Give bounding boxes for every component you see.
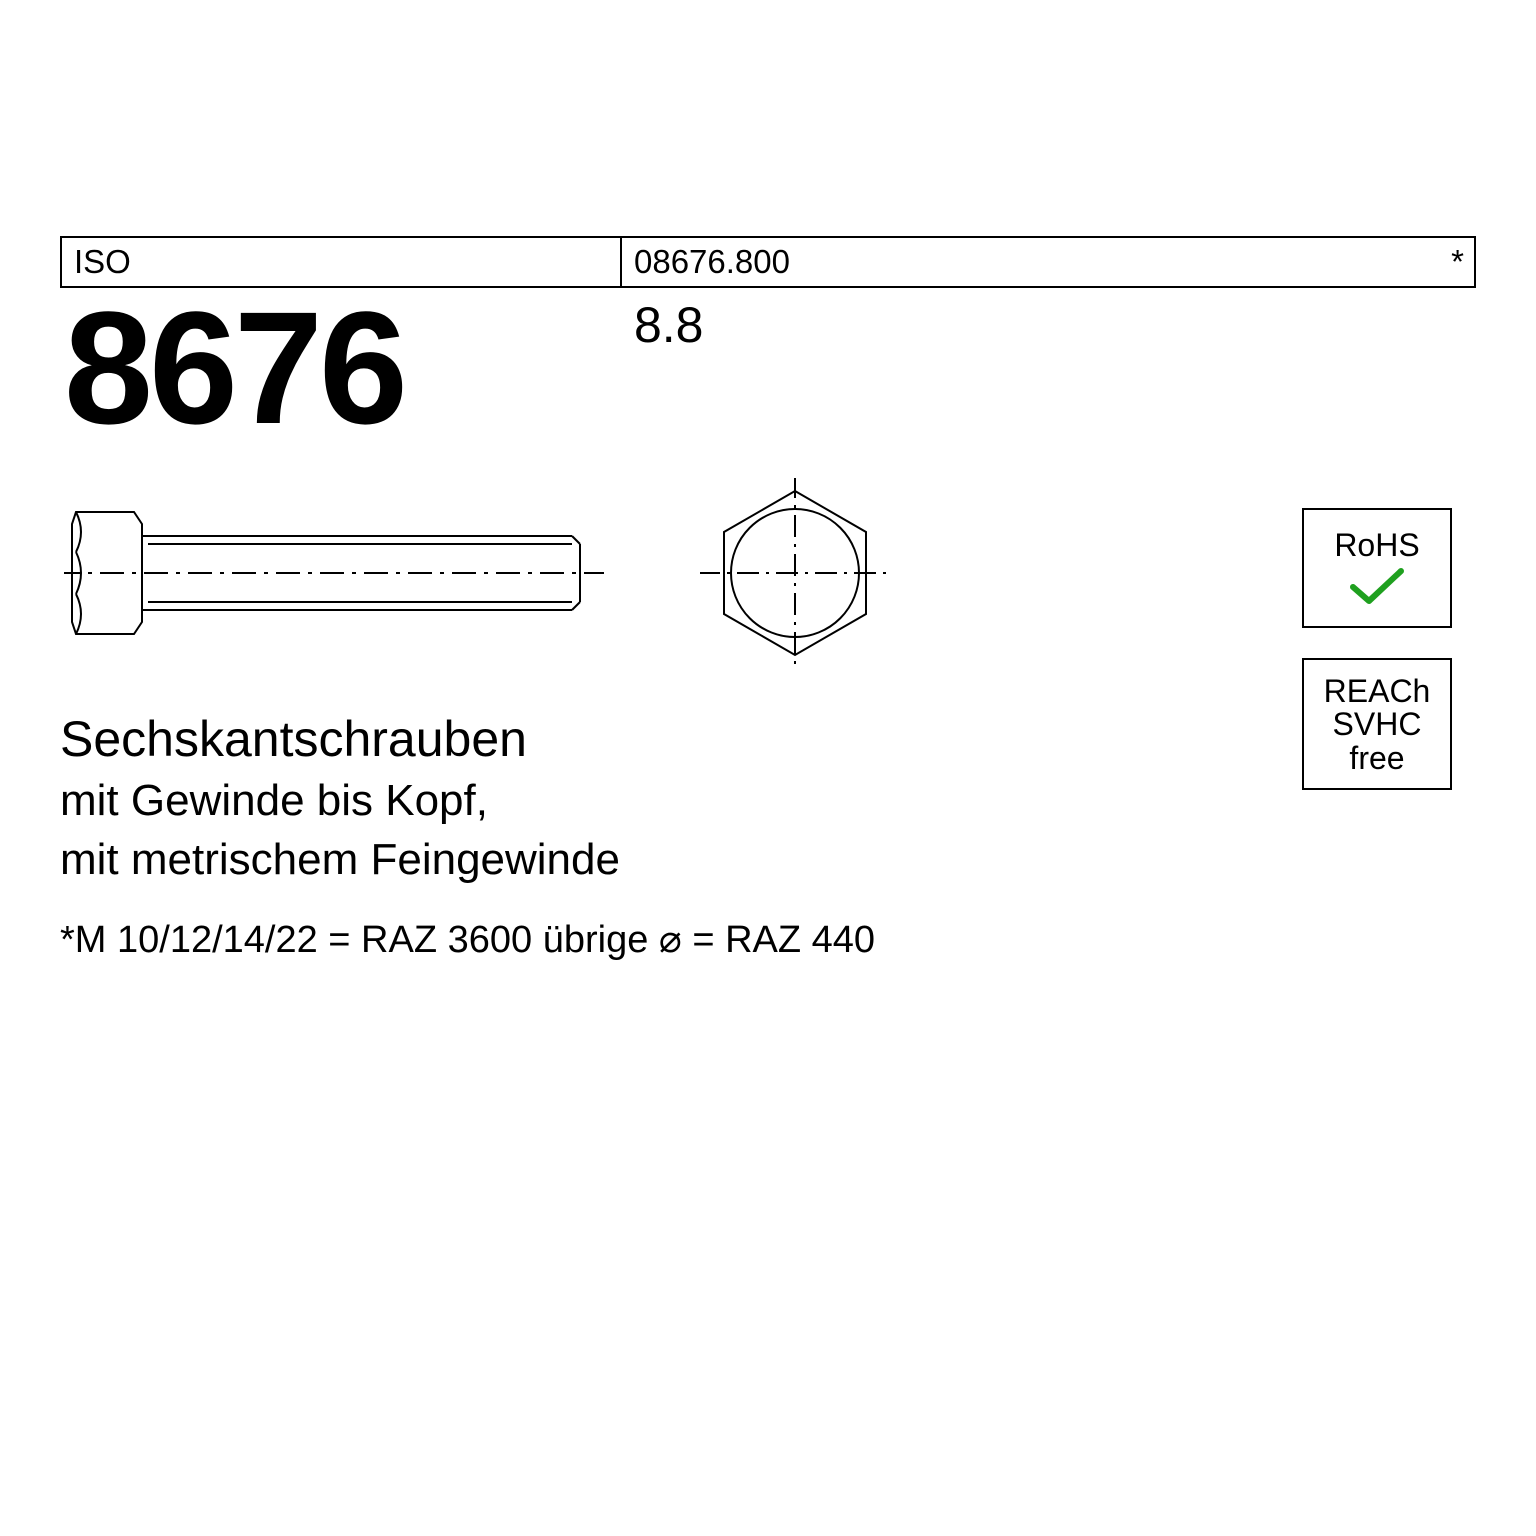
strength-grade: 8.8 <box>634 296 704 354</box>
hex-front-view-icon <box>700 478 890 668</box>
bolt-side-view-icon <box>64 498 624 648</box>
title-row: 8676 8.8 <box>60 282 1476 448</box>
reach-line-2: SVHC <box>1333 708 1422 742</box>
reach-badge: REACh SVHC free <box>1302 658 1452 790</box>
description-line-2: mit Gewinde bis Kopf, <box>60 771 1476 830</box>
description-line-1: Sechskantschrauben <box>60 708 1476 771</box>
header-standard-text: ISO <box>74 243 131 281</box>
header-asterisk: * <box>1434 243 1474 281</box>
checkmark-icon <box>1347 565 1407 609</box>
reach-line-1: REACh <box>1324 675 1431 709</box>
description-block: Sechskantschrauben mit Gewinde bis Kopf,… <box>60 708 1476 962</box>
rohs-badge: RoHS <box>1302 508 1452 628</box>
footnote: *M 10/12/14/22 = RAZ 3600 übrige ⌀ = RAZ… <box>60 917 1476 962</box>
compliance-badges: RoHS REACh SVHC free <box>1302 508 1462 820</box>
header-asterisk-text: * <box>1451 243 1464 280</box>
standard-number: 8676 <box>60 282 404 448</box>
header-code: 08676.800 <box>622 238 1434 286</box>
header-code-text: 08676.800 <box>634 243 790 281</box>
reach-line-3: free <box>1349 742 1404 776</box>
rohs-label: RoHS <box>1334 529 1419 563</box>
description-line-3: mit metrischem Feingewinde <box>60 830 1476 889</box>
technical-drawings <box>60 478 1476 668</box>
